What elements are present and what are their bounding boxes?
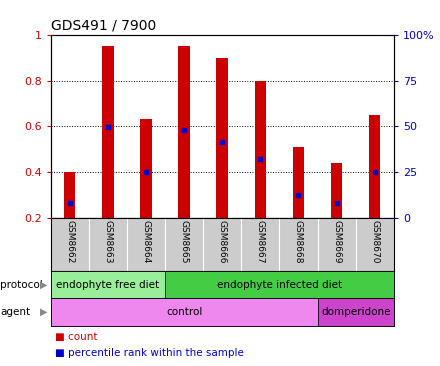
Text: GSM8670: GSM8670 bbox=[370, 220, 379, 264]
Text: GSM8665: GSM8665 bbox=[180, 220, 189, 264]
Bar bbox=[369, 115, 381, 218]
Text: agent: agent bbox=[0, 307, 30, 317]
Bar bbox=[293, 147, 304, 218]
Bar bbox=[216, 57, 228, 218]
Text: GSM8662: GSM8662 bbox=[65, 220, 74, 264]
Text: GSM8663: GSM8663 bbox=[103, 220, 112, 264]
Text: endophyte infected diet: endophyte infected diet bbox=[217, 280, 342, 290]
Bar bbox=[102, 46, 114, 218]
Bar bbox=[255, 81, 266, 218]
Text: protocol: protocol bbox=[0, 280, 43, 290]
Text: GSM8664: GSM8664 bbox=[141, 220, 150, 264]
Text: control: control bbox=[166, 307, 202, 317]
Text: GSM8669: GSM8669 bbox=[332, 220, 341, 264]
Text: endophyte free diet: endophyte free diet bbox=[56, 280, 159, 290]
Text: GDS491 / 7900: GDS491 / 7900 bbox=[51, 18, 156, 32]
Bar bbox=[140, 119, 152, 218]
Text: GSM8667: GSM8667 bbox=[256, 220, 265, 264]
Bar bbox=[51, 271, 165, 298]
Text: domperidone: domperidone bbox=[321, 307, 390, 317]
Text: ▶: ▶ bbox=[40, 307, 48, 317]
Text: GSM8666: GSM8666 bbox=[218, 220, 227, 264]
Text: GSM8668: GSM8668 bbox=[294, 220, 303, 264]
Text: ■ count: ■ count bbox=[55, 332, 98, 342]
Bar bbox=[51, 298, 318, 326]
Text: ▶: ▶ bbox=[40, 280, 48, 290]
Bar bbox=[331, 163, 342, 218]
Bar bbox=[64, 172, 75, 218]
Bar bbox=[165, 271, 394, 298]
Bar bbox=[178, 46, 190, 218]
Text: ■ percentile rank within the sample: ■ percentile rank within the sample bbox=[55, 348, 244, 358]
Bar bbox=[318, 298, 394, 326]
